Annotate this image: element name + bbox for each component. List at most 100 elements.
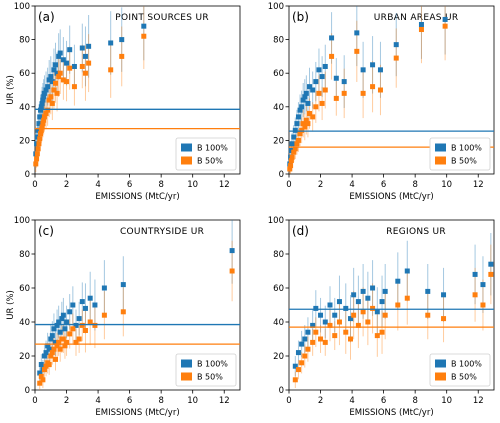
data-point (307, 111, 312, 117)
panel-label: (a) (38, 10, 55, 24)
data-point (51, 326, 57, 332)
data-point (365, 319, 371, 325)
x-tick-label: 2 (318, 396, 323, 406)
data-point (60, 312, 66, 318)
data-point (79, 322, 85, 328)
data-point (365, 295, 371, 301)
y-tick-label: 0 (279, 386, 284, 396)
data-point (292, 377, 298, 383)
data-point (351, 292, 357, 298)
y-tick-label: 0 (25, 386, 30, 396)
data-point (36, 141, 42, 147)
data-point (300, 97, 306, 103)
data-point (67, 309, 73, 315)
data-point (53, 339, 58, 345)
y-tick-label: 0 (279, 170, 284, 180)
data-point (49, 100, 55, 106)
data-point (472, 292, 478, 298)
y-tick-label: 20 (19, 136, 30, 146)
data-point (60, 336, 66, 342)
data-point (67, 65, 73, 71)
data-point (289, 141, 295, 147)
data-point (36, 121, 42, 127)
data-point (299, 104, 305, 110)
y-tick-label: 60 (273, 69, 284, 79)
data-point (229, 248, 235, 254)
data-point (37, 136, 43, 142)
y-tick-label: 20 (273, 352, 284, 362)
data-point (480, 302, 486, 308)
data-point (355, 322, 361, 328)
data-point (120, 282, 126, 288)
data-point (76, 336, 82, 342)
y-tick-label: 40 (273, 103, 284, 113)
data-point (333, 95, 339, 101)
x-tick-label: 4 (349, 396, 354, 406)
legend-label: B 50% (451, 373, 477, 382)
x-tick-label: 8 (158, 180, 163, 190)
x-tick-label: 0 (286, 396, 291, 406)
data-point (300, 121, 306, 127)
data-point (45, 343, 51, 349)
x-tick-label: 10 (187, 180, 198, 190)
x-tick-label: 4 (95, 396, 100, 406)
y-tick-label: 80 (19, 250, 30, 260)
y-tick-label: 20 (19, 352, 30, 362)
legend-label: B 100% (197, 360, 228, 369)
data-point (472, 271, 478, 277)
data-point (360, 309, 366, 315)
x-axis-label: EMISSIONS (MtC/yr) (95, 408, 179, 418)
data-point (302, 124, 308, 130)
data-point (34, 151, 40, 157)
data-point (41, 367, 47, 373)
y-axis-label: UR (%) (6, 75, 16, 105)
data-point (54, 70, 60, 76)
data-point (53, 80, 58, 86)
data-point (294, 121, 300, 127)
data-point (341, 90, 347, 96)
data-point (48, 94, 54, 100)
data-point (374, 309, 380, 315)
y-tick-label: 60 (19, 284, 30, 294)
data-point (73, 322, 79, 328)
data-point (67, 331, 73, 337)
legend-label: B 50% (197, 157, 223, 166)
panel-label: (b) (292, 10, 309, 24)
data-point (310, 87, 316, 93)
x-tick-label: 2 (64, 180, 69, 190)
data-point (292, 146, 298, 152)
data-point (287, 166, 293, 172)
data-point (76, 316, 82, 322)
legend-label: B 100% (197, 144, 228, 153)
data-point (45, 84, 51, 90)
data-point (38, 127, 44, 133)
data-point (329, 53, 335, 59)
legend-label: B 100% (451, 360, 482, 369)
x-axis-label: EMISSIONS (MtC/yr) (349, 192, 433, 202)
data-point (57, 50, 63, 56)
y-tick-label: 40 (273, 318, 284, 328)
data-point (302, 336, 308, 342)
data-point (295, 350, 301, 356)
data-point (348, 336, 353, 342)
data-point (49, 333, 55, 339)
data-point (108, 67, 114, 73)
legend-label: B 50% (451, 157, 477, 166)
data-point (374, 333, 380, 339)
x-tick-label: 2 (318, 180, 323, 190)
data-point (48, 74, 54, 80)
data-point (318, 336, 324, 342)
data-point (86, 60, 92, 66)
data-point (64, 60, 70, 66)
data-point (313, 79, 319, 85)
data-point (51, 87, 57, 93)
panel-label: (c) (38, 224, 54, 238)
data-point (360, 90, 366, 96)
data-point (79, 299, 85, 305)
y-tick-label: 40 (19, 103, 30, 113)
data-point (38, 373, 44, 379)
data-point (360, 67, 366, 73)
panel-title: POINT SOURCES UR (115, 13, 209, 23)
y-tick-label: 60 (273, 284, 284, 294)
